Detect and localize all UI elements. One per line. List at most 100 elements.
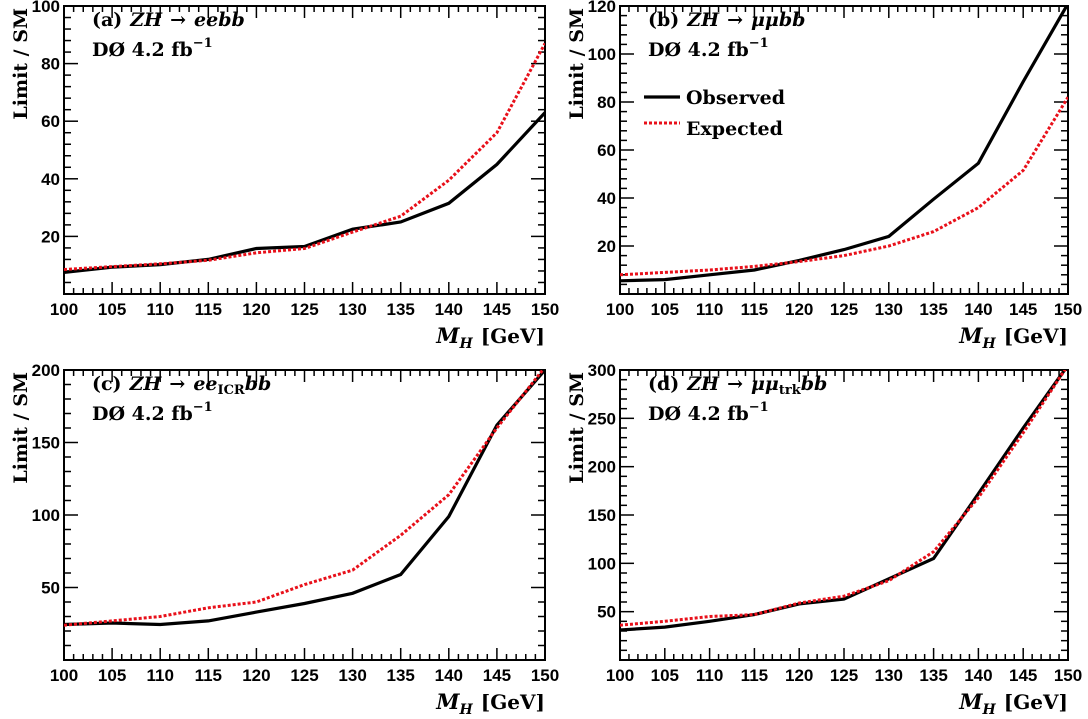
x-axis-label: MH [GeV] xyxy=(435,323,545,352)
x-axis-label-sub: H xyxy=(459,702,474,718)
final-state-after: bb xyxy=(245,373,272,395)
y-tick-label: 100 xyxy=(588,554,616,573)
x-axis-label-var: M xyxy=(435,323,460,348)
process-initial: ZH xyxy=(686,373,720,395)
panel-letter: (a) xyxy=(92,9,122,31)
chart-panel-d: 100 105 110 115 120 125 130 135 140 145 150 50 100 15… xyxy=(566,361,1082,718)
x-tick-label: 140 xyxy=(964,666,992,685)
x-tick-label: 130 xyxy=(338,666,366,685)
expected-limit-line xyxy=(620,370,1067,627)
x-tick-label: 125 xyxy=(830,300,858,319)
luminosity-text: DØ 4.2 fb xyxy=(648,39,749,61)
y-tick-label: 60 xyxy=(41,112,60,131)
x-tick-label: 110 xyxy=(696,666,723,685)
luminosity-text: DØ 4.2 fb xyxy=(92,39,193,61)
panel-letter: (d) xyxy=(648,373,679,395)
y-tick-label: 50 xyxy=(597,603,616,622)
x-tick-label: 120 xyxy=(785,666,813,685)
final-state-after: bb xyxy=(801,373,828,395)
x-tick-label: 120 xyxy=(242,666,270,685)
luminosity-note: DØ 4.2 fb−1 xyxy=(92,400,213,425)
x-tick-label: 115 xyxy=(195,666,222,685)
x-tick-label: 100 xyxy=(50,300,78,319)
y-tick-label: 100 xyxy=(32,0,60,16)
panel-title: (d) ZH → μμtrkbb xyxy=(648,373,827,398)
x-tick-label: 110 xyxy=(146,666,173,685)
x-tick-label: 145 xyxy=(483,300,511,319)
x-tick-label: 105 xyxy=(98,300,126,319)
x-tick-label: 115 xyxy=(741,666,768,685)
observed-limit-line xyxy=(620,6,1068,283)
x-tick-label: 150 xyxy=(1054,666,1082,685)
y-axis-label: Limit / SM xyxy=(10,8,32,120)
final-state-sub: ICR xyxy=(218,383,245,398)
luminosity-note: DØ 4.2 fb−1 xyxy=(648,400,769,425)
y-tick-label: 200 xyxy=(588,458,616,477)
x-tick-label: 120 xyxy=(242,300,270,319)
x-tick-label: 140 xyxy=(435,666,463,685)
y-tick-label: 80 xyxy=(41,55,60,74)
y-tick-label: 300 xyxy=(588,361,616,380)
legend: Observed Expected xyxy=(644,87,785,140)
arrow: → xyxy=(170,9,186,31)
x-tick-label: 130 xyxy=(338,300,366,319)
arrow: → xyxy=(727,373,743,395)
x-tick-label: 145 xyxy=(483,666,511,685)
x-tick-label: 100 xyxy=(50,666,78,685)
x-axis-label-var: M xyxy=(958,689,983,714)
luminosity-exponent: −1 xyxy=(749,400,769,415)
final-state: ee xyxy=(193,373,217,395)
x-tick-label: 135 xyxy=(387,666,415,685)
x-tick-label: 125 xyxy=(290,300,318,319)
y-axis-label: Limit / SM xyxy=(566,372,588,484)
y-tick-label: 250 xyxy=(588,409,616,428)
y-tick-label: 100 xyxy=(32,506,60,525)
x-tick-label: 125 xyxy=(830,666,858,685)
x-axis-label-unit: [GeV] xyxy=(1004,690,1068,714)
x-tick-label: 130 xyxy=(875,300,903,319)
luminosity-text: DØ 4.2 fb xyxy=(92,403,193,425)
x-tick-label: 105 xyxy=(98,666,126,685)
expected-limit-line xyxy=(64,370,545,627)
final-state: μμ xyxy=(751,373,779,395)
y-tick-label: 100 xyxy=(588,45,616,64)
x-axis-label: MH [GeV] xyxy=(435,689,545,718)
x-axis-label-var: M xyxy=(435,689,460,714)
x-tick-label: 105 xyxy=(651,666,679,685)
y-tick-label: 40 xyxy=(597,189,616,208)
x-tick-label: 135 xyxy=(919,666,947,685)
luminosity-text: DØ 4.2 fb xyxy=(648,403,749,425)
x-tick-label: 110 xyxy=(696,300,723,319)
x-tick-label: 145 xyxy=(1009,666,1037,685)
y-tick-label: 50 xyxy=(41,579,60,598)
x-tick-label: 105 xyxy=(651,300,679,319)
x-tick-label: 100 xyxy=(606,666,634,685)
chart-panel-c: 100 105 110 115 120 125 130 135 140 145 150 50 100 15… xyxy=(10,361,559,718)
observed-limit-line xyxy=(620,370,1067,632)
x-axis-label-unit: [GeV] xyxy=(481,324,545,348)
x-tick-label: 110 xyxy=(146,300,173,319)
observed-limit-line xyxy=(64,370,545,627)
final-state-sub: trk xyxy=(779,383,802,398)
y-tick-label: 150 xyxy=(588,506,616,525)
luminosity-note: DØ 4.2 fb−1 xyxy=(92,36,213,61)
x-axis-label-sub: H xyxy=(982,702,997,718)
x-tick-label: 135 xyxy=(387,300,415,319)
final-state: eebb xyxy=(194,9,245,31)
x-tick-label: 100 xyxy=(606,300,634,319)
luminosity-exponent: −1 xyxy=(749,36,769,51)
legend-observed-label: Observed xyxy=(686,87,785,109)
y-tick-label: 60 xyxy=(597,141,616,160)
y-axis-label: Limit / SM xyxy=(10,372,32,484)
x-axis-label: MH [GeV] xyxy=(958,689,1068,718)
process-initial: ZH xyxy=(686,9,720,31)
chart-panel-b: 100 105 110 115 120 125 130 135 140 145 150 20 40 60 8… xyxy=(566,0,1082,352)
x-tick-label: 150 xyxy=(1054,300,1082,319)
y-tick-label: 200 xyxy=(32,361,60,380)
x-tick-label: 135 xyxy=(919,300,947,319)
expected-limit-line xyxy=(64,42,545,271)
panel-letter: (c) xyxy=(92,373,122,395)
arrow: → xyxy=(169,373,185,395)
panel-title: (a) ZH → eebb xyxy=(92,9,245,31)
